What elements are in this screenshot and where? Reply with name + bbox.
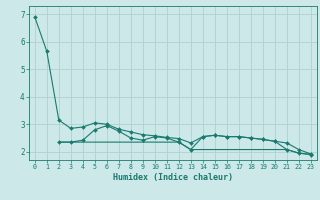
X-axis label: Humidex (Indice chaleur): Humidex (Indice chaleur) (113, 173, 233, 182)
